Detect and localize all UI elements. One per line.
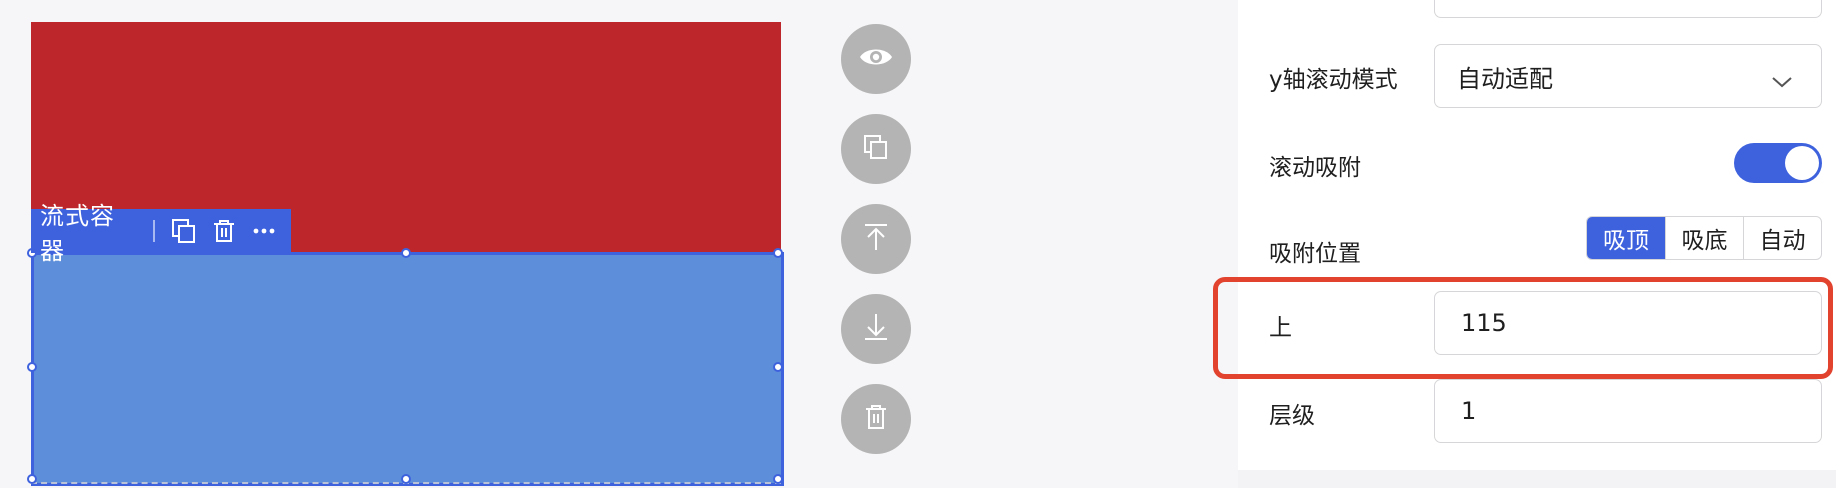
toggle-knob [1785,146,1819,180]
z-index-value: 1 [1461,397,1477,425]
delete-component-button[interactable] [841,384,911,454]
chevron-down-icon [1771,67,1793,95]
resize-handle-bottom-right[interactable] [773,474,783,484]
top-offset-label: 上 [1269,315,1292,341]
previous-field-input[interactable] [1434,0,1822,18]
resize-handle-bottom[interactable] [401,474,411,484]
eye-icon [859,45,893,73]
resize-handle-bottom-left[interactable] [27,474,37,484]
resize-handle-top-right[interactable] [773,248,783,258]
highlight-annotation [1213,277,1833,379]
top-offset-value: 115 [1461,309,1507,337]
arrow-up-icon [862,222,890,256]
z-index-label: 层级 [1269,403,1315,429]
move-up-button[interactable] [841,204,911,274]
trash-icon [863,403,889,435]
scroll-y-mode-label: y轴滚动模式 [1269,67,1398,93]
resize-handle-left[interactable] [27,362,37,372]
copy-icon [862,133,890,165]
scroll-snap-label: 滚动吸附 [1269,155,1361,181]
snap-option-top[interactable]: 吸顶 [1587,217,1665,259]
snap-option-bottom[interactable]: 吸底 [1665,217,1743,259]
snap-position-segmented: 吸顶 吸底 自动 [1586,216,1822,260]
scroll-y-mode-value: 自动适配 [1457,64,1553,93]
z-index-input[interactable]: 1 [1434,379,1822,443]
component-name: 流式容器 [40,202,115,265]
component-toolbar: 流式容器 [31,202,291,265]
preview-button[interactable] [841,24,911,94]
copy-icon[interactable] [171,218,197,244]
toolbar-divider [153,220,155,242]
delete-icon[interactable] [211,218,237,244]
selected-flow-container[interactable] [31,252,784,486]
snap-position-label: 吸附位置 [1269,241,1361,267]
scroll-y-mode-select[interactable]: 自动适配 [1434,44,1822,108]
panel-footer [1238,470,1836,488]
top-offset-input[interactable]: 115 [1434,291,1822,355]
snap-option-auto[interactable]: 自动 [1743,217,1821,259]
copy-component-button[interactable] [841,114,911,184]
arrow-down-icon [862,312,890,346]
more-icon[interactable] [251,218,277,244]
resize-handle-top[interactable] [401,248,411,258]
scroll-snap-toggle[interactable] [1734,143,1822,183]
move-down-button[interactable] [841,294,911,364]
resize-handle-right[interactable] [773,362,783,372]
